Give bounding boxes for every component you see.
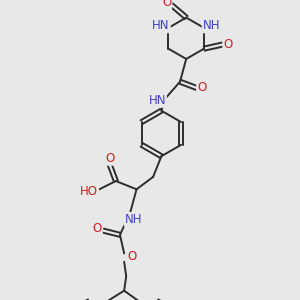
Text: HN: HN xyxy=(152,20,170,32)
Text: NH: NH xyxy=(125,213,142,226)
Text: O: O xyxy=(162,0,171,9)
Text: O: O xyxy=(128,250,137,263)
Text: O: O xyxy=(105,152,114,165)
Text: O: O xyxy=(93,222,102,235)
Text: NH: NH xyxy=(202,20,220,32)
Text: O: O xyxy=(223,38,232,51)
Text: HO: HO xyxy=(80,185,98,198)
Text: HN: HN xyxy=(148,94,166,107)
Text: O: O xyxy=(197,81,206,94)
